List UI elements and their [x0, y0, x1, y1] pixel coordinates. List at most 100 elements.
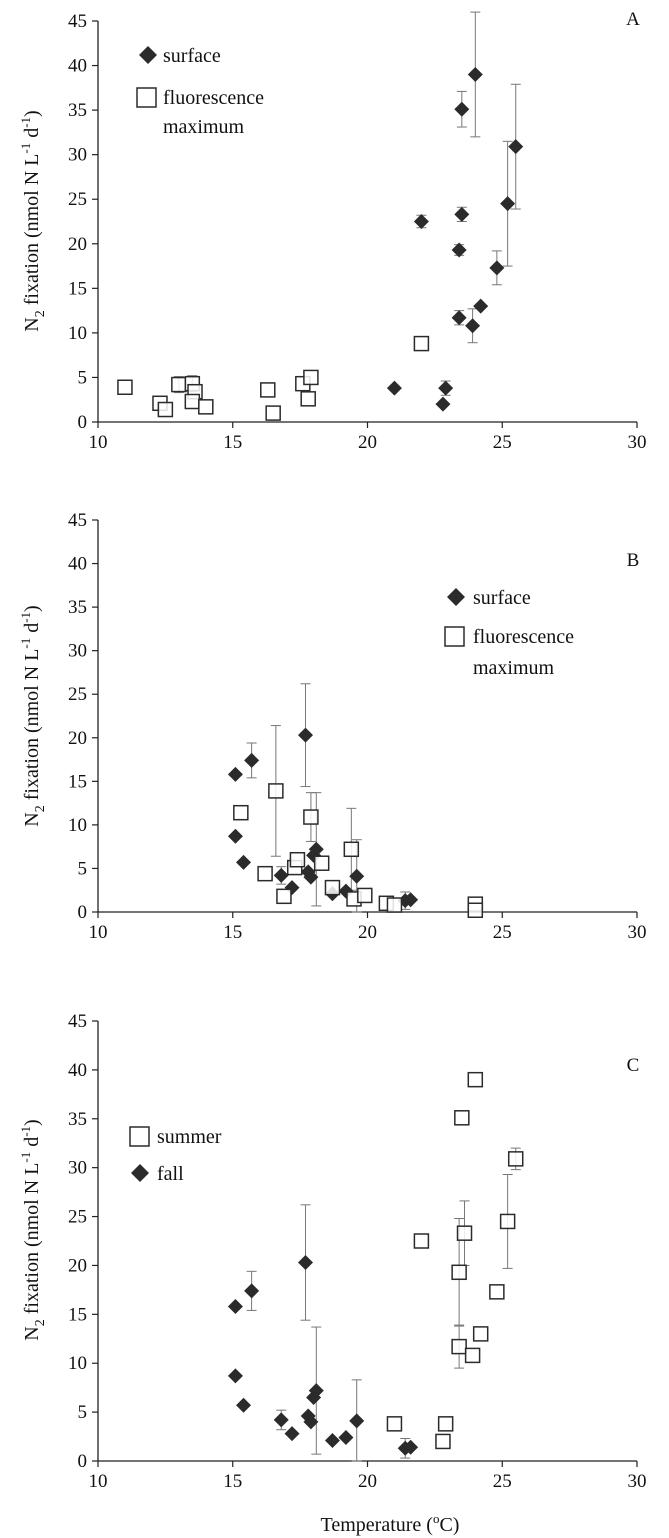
point-summer [472, 1326, 489, 1342]
point-surface [403, 892, 419, 908]
y-tick-label: 10 [68, 815, 87, 836]
y-tick-label: 0 [78, 412, 88, 433]
point-surface [465, 318, 481, 334]
legend-surface-label: surface [163, 45, 221, 67]
y-tick-label: 10 [68, 1353, 87, 1374]
x-tick-label: 30 [628, 922, 647, 943]
point-surface [454, 101, 470, 117]
x-tick-label: 25 [493, 1471, 512, 1492]
panel-b-y-axis-label: N2 fixation (nmol N L-1 d-1) [18, 605, 48, 826]
point-fluorescence-maximum [303, 809, 319, 825]
legend-surface-label: surface [473, 587, 531, 609]
point-surface [435, 396, 451, 412]
x-tick-label: 20 [358, 432, 377, 453]
point-summer [467, 1071, 484, 1088]
point-summer [451, 1264, 467, 1281]
point-surface [438, 380, 454, 396]
point-fall [349, 1413, 365, 1429]
legend-fluorescence-label-line2: maximum [473, 657, 555, 679]
x-tick-label: 30 [628, 1471, 647, 1492]
panel-c-x-axis-label: Temperature (oC) [321, 1511, 460, 1536]
y-tick-label: 45 [68, 510, 87, 531]
y-tick-label: 15 [68, 1304, 87, 1325]
y-tick-label: 0 [78, 1451, 88, 1472]
y-tick-label: 15 [68, 278, 87, 299]
y-tick-label: 40 [68, 56, 87, 77]
point-summer [435, 1433, 451, 1450]
point-fall [298, 1255, 314, 1271]
panel-a-y-axis-label: N2 fixation (nmol N L-1 d-1) [18, 110, 48, 331]
x-tick-label: 15 [223, 1471, 242, 1492]
y-tick-label: 5 [78, 1402, 88, 1423]
y-tick-label: 35 [68, 1109, 87, 1130]
point-surface [244, 752, 260, 768]
x-tick-label: 15 [223, 922, 242, 943]
legend-summer-label: summer [157, 1126, 222, 1148]
point-fall [338, 1430, 354, 1446]
point-fluorescence-maximum [357, 887, 373, 904]
x-tick-label: 10 [89, 432, 108, 453]
legend-surface-marker [447, 588, 465, 606]
y-tick-label: 10 [68, 323, 87, 344]
y-tick-label: 30 [68, 145, 87, 166]
y-tick-label: 40 [68, 554, 87, 575]
y-tick-label: 20 [68, 1255, 87, 1276]
point-surface [386, 380, 402, 396]
panel-b-legend: surface fluorescence maximum [444, 587, 574, 679]
point-fluorescence-maximum [117, 379, 133, 395]
point-fluorescence-maximum [343, 841, 360, 858]
point-summer [386, 1416, 403, 1432]
y-tick-label: 0 [78, 902, 88, 923]
point-surface [489, 260, 505, 276]
point-summer [437, 1416, 454, 1432]
point-surface [473, 298, 489, 314]
y-tick-label: 30 [68, 641, 87, 662]
legend-fluorescence-label-line2: maximum [163, 116, 245, 138]
point-summer [499, 1213, 516, 1230]
x-tick-label: 20 [358, 922, 377, 943]
legend-surface-marker [139, 46, 157, 64]
point-surface [451, 310, 467, 326]
point-fluorescence-maximum [157, 401, 174, 418]
y-tick-label: 35 [68, 100, 87, 121]
point-fluorescence-maximum [300, 391, 316, 407]
y-tick-label: 5 [78, 367, 88, 388]
point-surface [454, 206, 470, 222]
point-fluorescence-maximum [198, 399, 214, 415]
point-surface [451, 242, 467, 258]
point-surface [349, 868, 365, 884]
point-fall [273, 1412, 289, 1428]
panel-c-chart: N2 fixation (nmol N L-1 d-1) C 0 5 10 15 20 2… [18, 1011, 647, 1536]
point-surface [413, 214, 429, 229]
point-fluorescence-maximum [467, 902, 484, 919]
point-surface [467, 66, 483, 82]
point-fall [227, 1299, 243, 1315]
point-surface [236, 854, 252, 870]
panel-c-legend: summer fall [129, 1126, 222, 1185]
point-fall [403, 1439, 419, 1455]
legend-fluorescence-marker [136, 87, 157, 108]
point-summer [413, 1233, 430, 1249]
point-summer [454, 1110, 470, 1126]
y-tick-label: 15 [68, 771, 87, 792]
y-tick-label: 20 [68, 234, 87, 255]
x-tick-label: 30 [628, 432, 647, 453]
x-tick-label: 25 [493, 922, 512, 943]
point-fluorescence-maximum [257, 865, 273, 882]
legend-fall-marker [131, 1164, 149, 1182]
point-fluorescence-maximum [265, 405, 281, 421]
point-fluorescence-maximum [276, 888, 292, 905]
panel-c-letter: C [627, 1055, 640, 1076]
point-surface [308, 841, 324, 857]
point-summer [507, 1151, 524, 1167]
point-fluorescence-maximum [313, 855, 330, 871]
y-tick-label: 25 [68, 189, 87, 210]
y-tick-label: 45 [68, 11, 87, 32]
y-tick-label: 25 [68, 684, 87, 705]
y-tick-label: 30 [68, 1158, 87, 1179]
point-fluorescence-maximum [303, 369, 319, 386]
point-fluorescence-maximum [324, 879, 341, 896]
point-summer [464, 1347, 481, 1364]
y-tick-label: 40 [68, 1060, 87, 1081]
